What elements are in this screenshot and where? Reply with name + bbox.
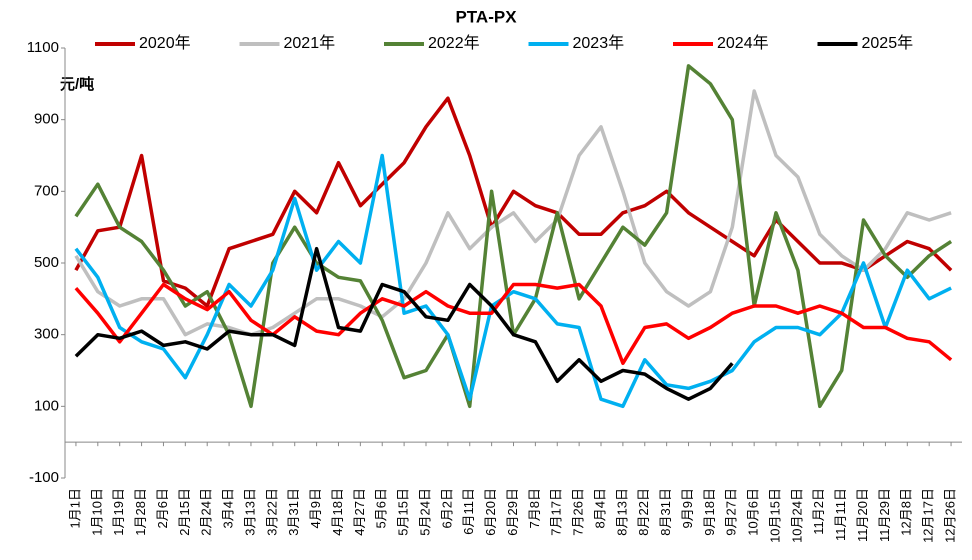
x-tick-label: 8月13日 xyxy=(614,488,629,536)
x-tick-label: 1月28日 xyxy=(133,488,148,536)
x-tick-label: 1月1日 xyxy=(67,488,82,528)
x-tick-label: 8月31日 xyxy=(658,488,673,536)
x-tick-label: 12月8日 xyxy=(899,488,914,536)
x-tick-label: 3月31日 xyxy=(286,488,301,536)
x-tick-label: 9月27日 xyxy=(724,488,739,536)
y-tick-label: 1100 xyxy=(27,39,59,56)
x-tick-label: 5月6日 xyxy=(374,488,389,528)
x-tick-label: 10月15日 xyxy=(767,488,782,543)
x-tick-label: 7月17日 xyxy=(549,488,564,536)
x-tick-label: 3月4日 xyxy=(221,488,236,528)
x-tick-label: 11月2日 xyxy=(811,488,826,535)
x-tick-label: 7月8日 xyxy=(527,488,542,528)
x-tick-label: 4月18日 xyxy=(330,488,345,536)
y-tick-label: 500 xyxy=(34,254,59,271)
y-tick-label: 300 xyxy=(34,326,59,343)
x-tick-label: 11月11日 xyxy=(833,488,848,541)
x-tick-label: 11月29日 xyxy=(877,488,892,542)
x-tick-label: 9月9日 xyxy=(680,488,695,528)
x-tick-label: 12月17日 xyxy=(921,488,936,543)
x-tick-label: 2月15日 xyxy=(177,488,192,536)
x-tick-label: 6月2日 xyxy=(439,488,454,528)
x-tick-label: 2月6日 xyxy=(155,488,170,528)
x-tick-label: 7月26日 xyxy=(571,488,586,536)
y-unit: 元/吨 xyxy=(60,75,94,93)
chart-title: PTA-PX xyxy=(455,7,517,26)
x-tick-label: 6月11日 xyxy=(461,488,476,535)
series-line xyxy=(74,96,953,308)
series-line xyxy=(74,89,952,337)
x-tick-label: 5月15日 xyxy=(396,488,411,536)
x-tick-label: 3月13日 xyxy=(242,488,257,536)
legend-label: 2024年 xyxy=(717,34,769,52)
x-tick-label: 9月18日 xyxy=(702,488,717,536)
legend-label: 2023年 xyxy=(573,34,625,52)
legend-label: 2022年 xyxy=(428,34,480,52)
series-line xyxy=(74,282,953,366)
x-tick-label: 8月4日 xyxy=(592,488,607,528)
x-tick-label: 4月27日 xyxy=(352,488,367,536)
x-tick-label: 10月6日 xyxy=(746,488,761,536)
series-line xyxy=(74,246,734,401)
legend-label: 2025年 xyxy=(862,34,914,52)
y-tick-label: -100 xyxy=(29,469,59,486)
x-tick-label: 4月9日 xyxy=(308,488,323,528)
x-tick-label: 11月20日 xyxy=(855,488,870,542)
y-tick-label: 100 xyxy=(34,397,59,414)
series-line xyxy=(74,153,952,409)
x-tick-label: 6月20日 xyxy=(483,488,498,536)
x-tick-label: 2月24日 xyxy=(199,488,214,536)
y-tick-label: 900 xyxy=(34,111,59,128)
x-tick-label: 1月10日 xyxy=(89,488,104,536)
x-tick-label: 3月22日 xyxy=(264,488,279,536)
x-tick-label: 6月29日 xyxy=(505,488,520,536)
x-tick-label: 8月22日 xyxy=(636,488,651,536)
legend-label: 2020年 xyxy=(139,34,191,52)
legend-label: 2021年 xyxy=(284,34,336,52)
x-tick-label: 10月24日 xyxy=(789,488,804,543)
y-tick-label: 700 xyxy=(34,182,59,199)
x-tick-label: 5月24日 xyxy=(417,488,432,536)
x-tick-label: 12月26日 xyxy=(942,488,957,543)
x-tick-label: 1月19日 xyxy=(111,488,126,536)
